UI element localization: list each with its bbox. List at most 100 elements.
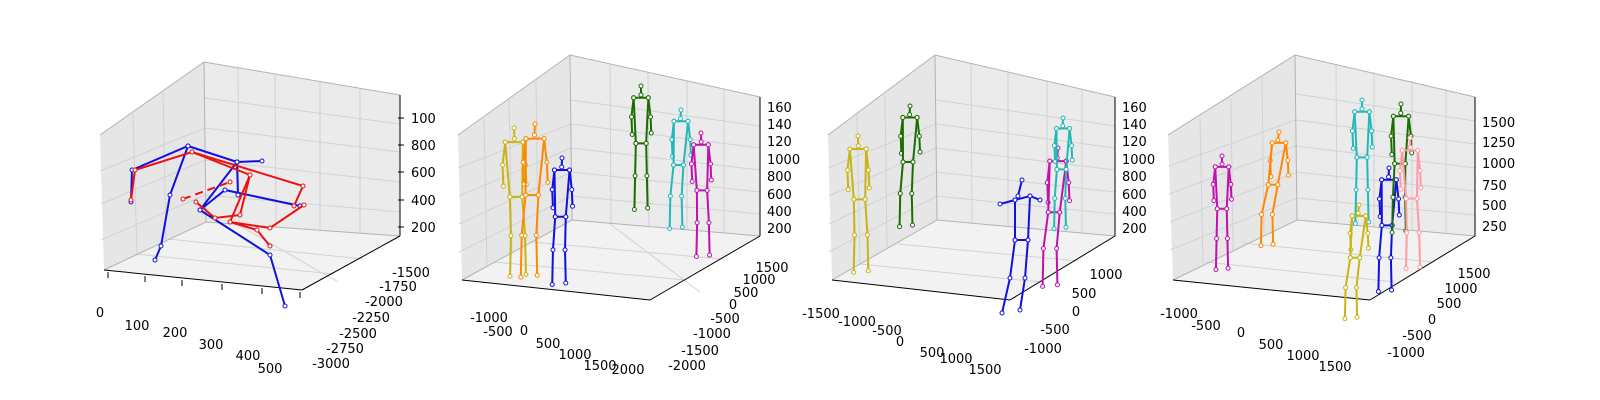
skeleton-joint	[1019, 177, 1025, 183]
skeleton-joint	[1398, 101, 1404, 107]
y-tick-label: -1000	[1024, 342, 1062, 357]
x-tick-label: 1000	[1286, 349, 1319, 364]
skeleton-joint	[128, 197, 134, 203]
x-tick-label: 300	[199, 338, 224, 353]
skeleton-joint	[197, 207, 203, 213]
z-tick-label: 250	[1482, 220, 1507, 235]
skeleton-bone	[899, 116, 922, 154]
skeleton-joint	[1369, 144, 1375, 150]
skeleton-joint	[897, 224, 903, 230]
skeleton-joint	[1063, 166, 1069, 172]
skeleton-joint	[685, 118, 691, 124]
skeleton-joint	[1275, 137, 1281, 143]
skeleton-bone	[1214, 166, 1230, 210]
z-tick-label: 1000	[767, 153, 800, 168]
skeleton-joint	[1398, 110, 1404, 116]
skeleton-joint	[227, 179, 233, 185]
skeleton-joint	[1404, 230, 1410, 236]
skeleton-joint	[1040, 245, 1046, 251]
skeleton-joint	[1365, 230, 1371, 236]
x-tick-label: 0	[896, 335, 904, 350]
pane-edges	[827, 54, 1116, 281]
skeleton-joint	[1040, 283, 1046, 289]
z-tick-labels: 200 400 600 800 1000 120 140 160	[767, 101, 800, 237]
z-tick-label: 200	[411, 221, 436, 236]
skeleton-joint	[707, 252, 713, 258]
skeleton-joint	[1390, 113, 1396, 119]
skeleton-joint	[1354, 154, 1360, 160]
skeleton-joint	[1228, 196, 1234, 202]
panel-1: 0 100 200 300 400 500 -3000 -2750 -2500 …	[96, 61, 436, 377]
x-tick-label: 500	[536, 337, 561, 352]
skeleton-joint	[997, 201, 1003, 207]
skeleton-joint	[1219, 153, 1225, 159]
skeleton-joint	[628, 114, 634, 120]
y-tick-label: -2000	[668, 359, 706, 374]
skeleton-joint	[267, 243, 273, 249]
y-tick-label: -2750	[326, 342, 364, 357]
skeleton-joint	[1357, 255, 1363, 261]
skeleton-joint	[679, 193, 685, 199]
x-tick-label: 500	[920, 346, 945, 361]
z-tick-label: 160	[767, 101, 792, 116]
skeleton-joint	[1275, 182, 1281, 188]
z-tick-label: 100	[411, 112, 436, 127]
skeleton-joint	[917, 149, 923, 155]
skeleton-joint	[1349, 128, 1355, 134]
skeleton-bone	[195, 174, 251, 220]
y-tick-label: 500	[1437, 297, 1462, 312]
skeleton-joint	[1052, 195, 1058, 201]
skeleton	[844, 133, 872, 275]
skeleton-joint	[1347, 255, 1353, 261]
skeleton-joint	[567, 167, 573, 173]
z-tick-label: 1000	[1482, 157, 1515, 172]
skeleton-joint	[1386, 165, 1392, 171]
skeleton-joint	[1399, 147, 1405, 153]
z-tick-label: 200	[1122, 222, 1147, 237]
skeleton-joint	[1069, 157, 1075, 163]
z-tick-label: 1250	[1482, 136, 1515, 151]
skeleton-bone	[901, 117, 919, 163]
skeleton-joint	[1224, 236, 1230, 242]
skeleton-joint	[1406, 113, 1412, 119]
y-tick-label: 0	[729, 298, 737, 313]
skeleton-joint	[562, 247, 568, 253]
skeleton-joint	[1353, 187, 1359, 193]
skeleton-joint	[694, 220, 700, 226]
z-tick-label: 140	[767, 118, 792, 133]
skeleton-joint	[282, 303, 288, 309]
skeleton-joint	[1352, 221, 1358, 227]
x-tick-labels: -1500 -1000 -500 0 500 1000 1500	[802, 307, 1001, 378]
z-tick-label: 140	[1122, 118, 1147, 133]
y-tick-label: -2000	[365, 295, 403, 310]
skeleton	[128, 143, 303, 309]
skeleton-joint	[1359, 97, 1365, 103]
skeleton-joint	[549, 187, 555, 193]
y-tick-label: 1500	[1457, 267, 1490, 282]
skeleton-joint	[180, 196, 186, 202]
skeleton-joint	[667, 193, 673, 199]
skeletons	[1210, 97, 1424, 322]
x-tick-label: -1000	[1160, 307, 1198, 322]
skeleton-joint	[1342, 316, 1348, 322]
skeleton	[1342, 202, 1371, 322]
skeleton-joint	[1393, 177, 1399, 183]
skeleton-joint	[909, 191, 915, 197]
skeleton-joint	[1022, 275, 1028, 281]
skeleton-joint	[907, 103, 913, 109]
y-tick-labels: -2000 -1500 -1000 -500 0 500 1000 1500	[668, 261, 788, 374]
skeleton-joint	[708, 161, 714, 167]
skeleton	[897, 103, 923, 230]
skeleton-joint	[1353, 285, 1359, 291]
x-tick-label: -500	[872, 324, 902, 339]
y-tick-label: 500	[1072, 287, 1097, 302]
skeleton	[1375, 165, 1402, 295]
skeleton-joint	[563, 214, 569, 220]
z-tick-label: 400	[767, 205, 792, 220]
skeleton-joint	[1417, 264, 1423, 270]
skeleton	[1051, 115, 1075, 232]
y-tick-label: 1500	[755, 261, 788, 276]
pane-back-right	[204, 62, 400, 236]
skeleton-joint	[851, 196, 857, 202]
skeleton-joint	[167, 192, 173, 198]
